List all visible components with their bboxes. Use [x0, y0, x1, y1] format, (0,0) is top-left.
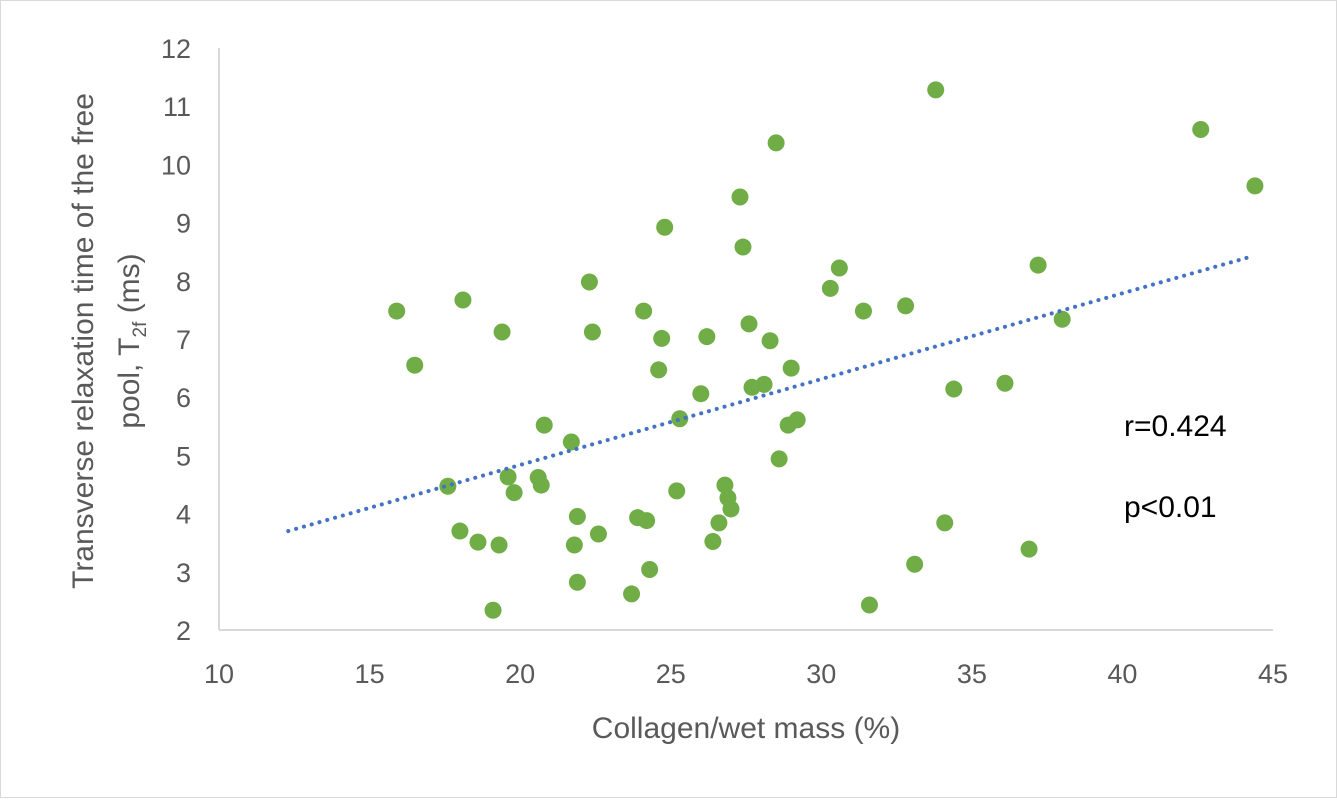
- data-point: [451, 522, 469, 540]
- data-point: [731, 188, 749, 206]
- y-tick-label: 6: [176, 383, 191, 413]
- data-point: [770, 450, 788, 468]
- data-point: [830, 259, 848, 277]
- data-point: [671, 410, 689, 428]
- data-point: [439, 477, 457, 495]
- x-tick-label: 45: [1258, 659, 1288, 689]
- data-point: [562, 433, 580, 451]
- data-point: [1029, 256, 1047, 274]
- data-points: [388, 81, 1264, 619]
- y-tick-label: 5: [176, 441, 191, 471]
- data-point: [589, 525, 607, 543]
- y-tick-label: 12: [161, 34, 191, 64]
- data-point: [490, 536, 508, 554]
- data-point: [635, 302, 653, 320]
- data-point: [493, 323, 511, 341]
- data-point: [767, 134, 785, 152]
- data-point: [1053, 310, 1071, 328]
- y-tick-label: 8: [176, 267, 191, 297]
- data-point: [668, 482, 686, 500]
- data-point: [406, 356, 424, 374]
- y-tick-label: 4: [176, 500, 191, 530]
- y-tick-label: 7: [176, 325, 191, 355]
- data-point: [710, 514, 728, 532]
- data-point: [532, 476, 550, 494]
- y-axis-title-line2: pool, T2f (ms): [113, 253, 151, 428]
- data-point: [936, 514, 954, 532]
- axes-layer: [218, 48, 1273, 631]
- data-point: [761, 332, 779, 350]
- x-tick-label: 30: [806, 659, 836, 689]
- y-tick-label: 10: [161, 150, 191, 180]
- data-point: [650, 361, 668, 379]
- y-tick-label: 11: [163, 92, 191, 122]
- data-point: [945, 380, 963, 398]
- data-point: [623, 585, 641, 603]
- data-point: [854, 302, 872, 320]
- data-point: [996, 374, 1014, 392]
- data-point: [740, 315, 758, 333]
- data-point: [692, 385, 710, 403]
- data-point: [638, 512, 656, 530]
- data-point: [580, 273, 598, 291]
- data-point: [1020, 540, 1038, 558]
- data-point: [755, 375, 773, 393]
- y-axis-title-post: (ms): [113, 253, 146, 321]
- y-axis-title-subscript: 2f: [130, 321, 151, 338]
- x-tick-label: 10: [204, 659, 234, 689]
- data-point: [469, 533, 487, 551]
- data-point: [505, 484, 523, 502]
- y-axis-title-line1: Transverse relaxation time of the free: [67, 93, 100, 589]
- data-point: [568, 508, 586, 526]
- data-point: [821, 279, 839, 297]
- y-tick-label: 9: [176, 209, 191, 239]
- data-point: [535, 416, 553, 434]
- data-point: [641, 560, 659, 578]
- y-axis-title-pre: pool, T: [113, 338, 146, 429]
- data-point: [454, 291, 472, 309]
- p-value-annotation: p<0.01: [1124, 491, 1217, 524]
- data-point: [860, 596, 878, 614]
- x-tick-label: 15: [355, 659, 385, 689]
- data-point: [583, 323, 601, 341]
- data-point: [484, 601, 502, 619]
- data-point: [897, 297, 915, 315]
- y-tick-labels: 2 3 4 5 6 7 8 9 10 11 12: [161, 34, 191, 646]
- data-point: [565, 536, 583, 554]
- x-tick-label: 20: [505, 659, 535, 689]
- x-axis-title: Collagen/wet mass (%): [592, 712, 900, 745]
- data-point: [788, 411, 806, 429]
- x-tick-label: 40: [1107, 659, 1137, 689]
- data-point: [1246, 177, 1264, 195]
- y-axis-title: Transverse relaxation time of the free p…: [67, 93, 151, 589]
- data-point: [568, 573, 586, 591]
- x-tick-labels: 10 15 20 25 30 35 40 45: [204, 659, 1288, 689]
- r-value-annotation: r=0.424: [1124, 410, 1227, 443]
- data-point: [722, 500, 740, 518]
- data-point: [716, 476, 734, 494]
- y-tick-label: 3: [176, 558, 191, 588]
- data-point: [499, 468, 517, 486]
- data-point: [734, 238, 752, 256]
- trendline: [286, 254, 1254, 534]
- data-point: [653, 329, 671, 347]
- data-point: [698, 328, 716, 346]
- data-point: [927, 81, 945, 99]
- data-point: [906, 555, 924, 573]
- x-tick-label: 35: [957, 659, 987, 689]
- data-point: [388, 302, 406, 320]
- data-point: [782, 359, 800, 377]
- data-point: [704, 533, 722, 551]
- x-tick-label: 25: [656, 659, 686, 689]
- data-point: [1192, 120, 1210, 138]
- data-point: [656, 218, 674, 236]
- y-tick-label: 2: [176, 616, 191, 646]
